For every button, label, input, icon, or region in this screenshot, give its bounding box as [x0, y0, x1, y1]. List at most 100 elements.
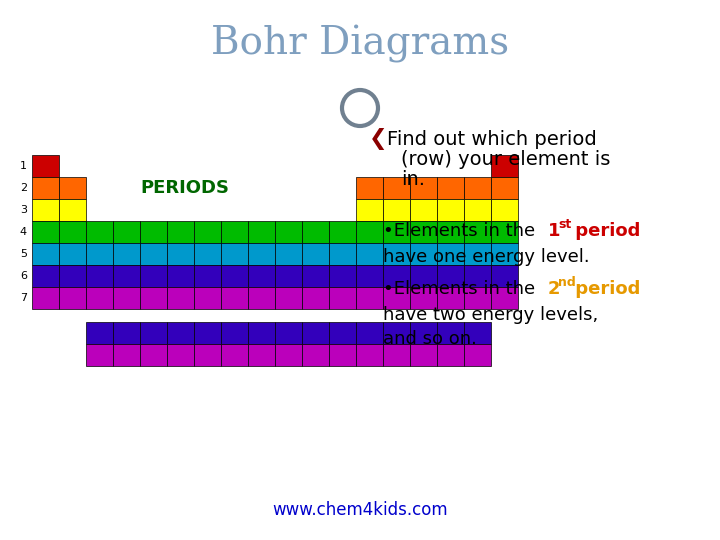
Bar [464, 177, 491, 199]
Bar [113, 221, 140, 243]
Text: period: period [569, 222, 640, 240]
Text: and so on.: and so on. [383, 330, 477, 348]
Bar [302, 344, 329, 366]
Bar [59, 265, 86, 287]
Bar [32, 199, 59, 221]
Bar [32, 155, 59, 177]
Bar [221, 265, 248, 287]
Bar [410, 221, 437, 243]
Bar [167, 322, 194, 344]
Bar [59, 287, 86, 309]
Bar [59, 199, 86, 221]
Bar [410, 177, 437, 199]
Bar [329, 322, 356, 344]
Bar [86, 243, 113, 265]
Bar [383, 322, 410, 344]
Bar [86, 265, 113, 287]
Bar [356, 221, 383, 243]
Text: in.: in. [401, 170, 425, 189]
Bar [221, 287, 248, 309]
Bar [302, 243, 329, 265]
Bar [59, 243, 86, 265]
Bar [491, 199, 518, 221]
Text: www.chem4kids.com: www.chem4kids.com [272, 501, 448, 519]
Bar [356, 287, 383, 309]
Bar [464, 265, 491, 287]
Bar [113, 243, 140, 265]
Bar [437, 177, 464, 199]
Bar [275, 221, 302, 243]
Text: have one energy level.: have one energy level. [383, 248, 590, 266]
Bar [248, 265, 275, 287]
Bar [275, 344, 302, 366]
Bar [356, 265, 383, 287]
Text: 1: 1 [20, 161, 27, 171]
Bar [464, 221, 491, 243]
Bar [248, 344, 275, 366]
Text: 5: 5 [20, 249, 27, 259]
Bar [194, 243, 221, 265]
Text: Bohr Diagrams: Bohr Diagrams [211, 25, 509, 63]
Bar [464, 243, 491, 265]
Bar [140, 221, 167, 243]
Bar [464, 199, 491, 221]
Bar [167, 344, 194, 366]
Bar [140, 243, 167, 265]
Bar [140, 265, 167, 287]
Bar [437, 344, 464, 366]
Bar [437, 221, 464, 243]
Bar [194, 287, 221, 309]
Bar [59, 221, 86, 243]
Bar [140, 322, 167, 344]
Text: 2: 2 [548, 280, 560, 298]
Bar [86, 344, 113, 366]
Bar [410, 265, 437, 287]
Bar [113, 322, 140, 344]
Bar [167, 287, 194, 309]
Bar [248, 221, 275, 243]
Bar [167, 221, 194, 243]
Bar [302, 287, 329, 309]
Text: (row) your element is: (row) your element is [401, 150, 611, 169]
Bar [383, 199, 410, 221]
Bar [221, 344, 248, 366]
Bar [32, 287, 59, 309]
Bar [410, 287, 437, 309]
Bar [32, 221, 59, 243]
Bar [221, 221, 248, 243]
Text: st: st [558, 218, 571, 231]
Bar [167, 243, 194, 265]
Bar [329, 243, 356, 265]
Text: 1: 1 [548, 222, 560, 240]
Bar [383, 265, 410, 287]
Bar [491, 221, 518, 243]
Bar [86, 287, 113, 309]
Bar [383, 243, 410, 265]
Bar [248, 322, 275, 344]
Bar [32, 265, 59, 287]
Bar [437, 199, 464, 221]
Text: 2: 2 [20, 183, 27, 193]
Text: 6: 6 [20, 271, 27, 281]
Bar [329, 221, 356, 243]
Bar [86, 221, 113, 243]
Bar [464, 344, 491, 366]
Bar [140, 344, 167, 366]
Bar [464, 287, 491, 309]
Text: 7: 7 [20, 293, 27, 303]
Bar [194, 344, 221, 366]
Bar [275, 265, 302, 287]
Text: PERIODS: PERIODS [140, 179, 229, 197]
Bar [275, 243, 302, 265]
Text: •Elements in the: •Elements in the [383, 280, 541, 298]
Bar [113, 287, 140, 309]
Bar [140, 287, 167, 309]
Bar [410, 199, 437, 221]
Bar [275, 287, 302, 309]
Bar [221, 322, 248, 344]
Text: period: period [569, 280, 640, 298]
Text: nd: nd [558, 276, 576, 289]
Bar [410, 243, 437, 265]
Text: have two energy levels,: have two energy levels, [383, 306, 598, 324]
Text: 3: 3 [20, 205, 27, 215]
